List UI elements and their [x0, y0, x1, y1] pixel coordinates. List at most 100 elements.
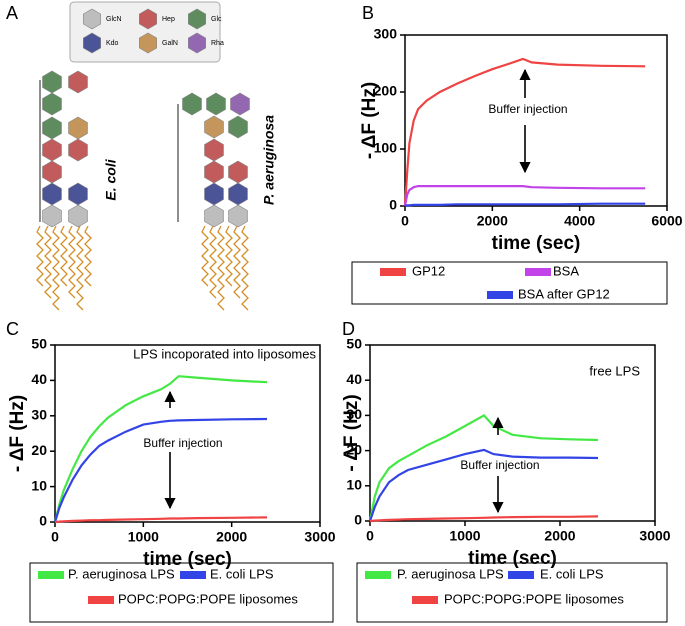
legend-swatch — [412, 596, 438, 604]
lipid-tail — [52, 225, 60, 311]
sugar-legend-label: GalN — [162, 40, 178, 47]
sugar-hexagon — [42, 138, 62, 162]
sugar-hexagon — [206, 92, 226, 116]
annotation: free LPS — [589, 363, 640, 378]
sugar-hexagon — [204, 138, 224, 162]
sugar-hexagon — [204, 182, 224, 206]
sugar-legend-label: Glc — [211, 16, 222, 23]
y-tick-label: 200 — [374, 83, 398, 99]
y-tick-label: 0 — [389, 197, 397, 213]
strain-label: P. aeruginosa — [261, 115, 277, 205]
lipid-tail — [217, 225, 225, 311]
plot-frame — [404, 34, 668, 207]
data-line — [403, 57, 646, 207]
data-line — [53, 417, 268, 523]
x-tick-label: 6000 — [651, 213, 682, 229]
sugar-hexagon — [68, 138, 88, 162]
sugar-hexagon — [42, 160, 62, 184]
y-tick-label: 100 — [374, 140, 398, 156]
sugar-hexagon — [139, 8, 157, 30]
sugar-legend-label: GlcN — [106, 16, 122, 23]
y-tick-label: 0 — [354, 512, 362, 528]
sugar-legend-box — [69, 1, 221, 63]
y-tick-label: 10 — [346, 477, 362, 493]
sugar-hexagon — [68, 116, 88, 140]
lipid-tail — [76, 225, 84, 311]
data-line — [403, 185, 646, 207]
x-axis-title: time (sec) — [143, 549, 232, 570]
data-line — [368, 448, 599, 522]
data-line — [53, 375, 268, 523]
annotation: Buffer injection — [460, 458, 539, 472]
legend-box — [29, 562, 334, 623]
y-tick-label: 10 — [31, 477, 47, 493]
sugar-hexagon — [42, 116, 62, 140]
plot-frame — [369, 344, 656, 522]
sugar-hexagon — [68, 182, 88, 206]
sugar-hexagon — [228, 182, 248, 206]
data-line — [369, 515, 599, 523]
legend-label: P. aeruginosa LPS — [68, 566, 175, 581]
data-line — [368, 414, 599, 522]
annotation: LPS incoporated into liposomes — [133, 346, 316, 361]
legend-swatch — [508, 571, 534, 579]
sugar-hexagon — [188, 32, 206, 54]
panel-label: A — [6, 3, 18, 23]
x-axis-title: time (sec) — [492, 233, 581, 254]
lipid-tail — [44, 225, 52, 299]
y-axis-title: - ΔF (Hz) — [359, 82, 380, 159]
sugar-hexagon — [83, 32, 101, 54]
y-axis-title: - ΔF (Hz) — [7, 395, 28, 472]
y-tick-label: 0 — [39, 513, 47, 529]
legend-label: E. coli LPS — [210, 566, 274, 581]
x-tick-label: 4000 — [564, 213, 595, 229]
legend-label: E. coli LPS — [540, 566, 604, 581]
sugar-hexagon — [230, 92, 250, 116]
y-tick-label: 30 — [31, 407, 47, 423]
legend-label: POPC:POPG:POPE liposomes — [118, 591, 298, 606]
plot-frame — [54, 344, 321, 523]
x-tick-label: 1000 — [449, 528, 480, 544]
strain-label: E. coli — [103, 158, 119, 200]
sugar-legend-label: Kdo — [106, 40, 119, 47]
legend-swatch — [525, 268, 551, 276]
legend-label: P. aeruginosa LPS — [397, 566, 504, 581]
x-tick-label: 2000 — [477, 213, 508, 229]
legend-box — [356, 562, 668, 623]
sugar-hexagon — [42, 204, 62, 228]
y-tick-label: 40 — [346, 371, 362, 387]
legend-swatch — [180, 571, 206, 579]
legend-swatch — [487, 291, 513, 299]
sugar-hexagon — [204, 160, 224, 184]
sugar-hexagon — [228, 115, 248, 139]
lipid-tail — [225, 225, 233, 287]
x-tick-label: 0 — [401, 213, 409, 229]
x-tick-label: 3000 — [304, 529, 335, 545]
sugar-hexagon — [42, 92, 62, 116]
legend-swatch — [38, 571, 64, 579]
y-tick-label: 40 — [31, 371, 47, 387]
lipid-tail — [68, 225, 76, 299]
sugar-hexagon — [68, 204, 88, 228]
x-tick-label: 1000 — [128, 529, 159, 545]
sugar-hexagon — [182, 92, 202, 116]
sugar-hexagon — [42, 70, 62, 94]
sugar-hexagon — [139, 32, 157, 54]
x-tick-label: 0 — [51, 529, 59, 545]
legend-swatch — [380, 268, 406, 276]
legend-swatch — [365, 571, 391, 579]
legend-label: BSA after GP12 — [518, 286, 610, 301]
lipid-tail — [201, 225, 209, 287]
sugar-hexagon — [83, 8, 101, 30]
panel-label: D — [342, 319, 355, 339]
legend-box — [351, 261, 668, 305]
y-tick-label: 20 — [31, 442, 47, 458]
lipid-tail — [209, 225, 217, 299]
annotation: Buffer injection — [488, 102, 567, 116]
sugar-legend-label: Rha — [211, 40, 224, 47]
sugar-legend-label: Hep — [162, 16, 175, 23]
lipid-tail — [36, 225, 44, 287]
y-tick-label: 20 — [346, 441, 362, 457]
sugar-hexagon — [204, 115, 224, 139]
